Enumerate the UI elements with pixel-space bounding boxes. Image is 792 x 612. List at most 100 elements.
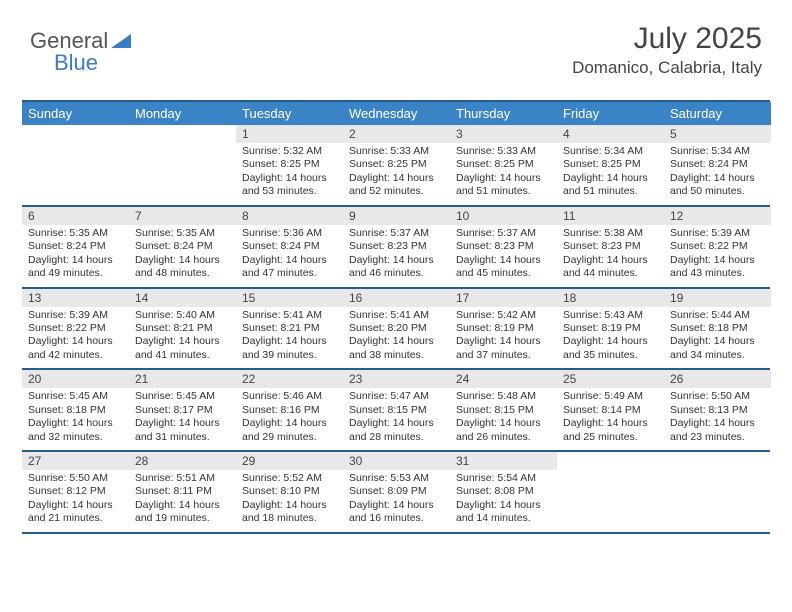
day-number: 28 (129, 452, 236, 470)
day-number: 6 (22, 207, 129, 225)
day-number: 23 (343, 370, 450, 388)
daylight-text: Daylight: 14 hours and 34 minutes. (670, 335, 765, 362)
sunrise-text: Sunrise: 5:34 AM (563, 145, 658, 158)
daylight-text: Daylight: 14 hours and 43 minutes. (670, 254, 765, 281)
day-cell: Sunrise: 5:49 AMSunset: 8:14 PMDaylight:… (557, 388, 664, 450)
daylight-text: Daylight: 14 hours and 23 minutes. (670, 417, 765, 444)
day-number: 7 (129, 207, 236, 225)
title-block: July 2025 Domanico, Calabria, Italy (572, 22, 762, 78)
day-number: 17 (450, 289, 557, 307)
sunrise-text: Sunrise: 5:46 AM (242, 390, 337, 403)
day-number: 22 (236, 370, 343, 388)
daylight-text: Daylight: 14 hours and 46 minutes. (349, 254, 444, 281)
day-number: 11 (557, 207, 664, 225)
day-cell: Sunrise: 5:53 AMSunset: 8:09 PMDaylight:… (343, 470, 450, 532)
day-number: 25 (557, 370, 664, 388)
day-number: 8 (236, 207, 343, 225)
sunrise-text: Sunrise: 5:49 AM (563, 390, 658, 403)
day-cell: Sunrise: 5:34 AMSunset: 8:24 PMDaylight:… (664, 143, 771, 205)
day-number: 4 (557, 125, 664, 143)
sunrise-text: Sunrise: 5:54 AM (456, 472, 551, 485)
sunset-text: Sunset: 8:12 PM (28, 485, 123, 498)
day-cell: Sunrise: 5:51 AMSunset: 8:11 PMDaylight:… (129, 470, 236, 532)
day-number: 16 (343, 289, 450, 307)
day-cell: Sunrise: 5:32 AMSunset: 8:25 PMDaylight:… (236, 143, 343, 205)
sunrise-text: Sunrise: 5:38 AM (563, 227, 658, 240)
day-number: 10 (450, 207, 557, 225)
day-number (129, 125, 236, 143)
sunset-text: Sunset: 8:15 PM (456, 404, 551, 417)
day-number: 21 (129, 370, 236, 388)
sunset-text: Sunset: 8:22 PM (28, 322, 123, 335)
day-cell: Sunrise: 5:34 AMSunset: 8:25 PMDaylight:… (557, 143, 664, 205)
day-number: 15 (236, 289, 343, 307)
sunset-text: Sunset: 8:25 PM (456, 158, 551, 171)
day-cell: Sunrise: 5:48 AMSunset: 8:15 PMDaylight:… (450, 388, 557, 450)
day-content-row: Sunrise: 5:32 AMSunset: 8:25 PMDaylight:… (22, 143, 770, 205)
day-number: 14 (129, 289, 236, 307)
sunset-text: Sunset: 8:24 PM (28, 240, 123, 253)
sunrise-text: Sunrise: 5:47 AM (349, 390, 444, 403)
location: Domanico, Calabria, Italy (572, 58, 762, 78)
day-cell: Sunrise: 5:43 AMSunset: 8:19 PMDaylight:… (557, 307, 664, 369)
sunset-text: Sunset: 8:09 PM (349, 485, 444, 498)
day-cell (557, 470, 664, 532)
day-number: 2 (343, 125, 450, 143)
sunset-text: Sunset: 8:16 PM (242, 404, 337, 417)
daylight-text: Daylight: 14 hours and 51 minutes. (563, 172, 658, 199)
sunrise-text: Sunrise: 5:39 AM (28, 309, 123, 322)
sunrise-text: Sunrise: 5:32 AM (242, 145, 337, 158)
sunset-text: Sunset: 8:19 PM (456, 322, 551, 335)
sunrise-text: Sunrise: 5:36 AM (242, 227, 337, 240)
calendar-week: 12345Sunrise: 5:32 AMSunset: 8:25 PMDayl… (22, 125, 770, 207)
daylight-text: Daylight: 14 hours and 48 minutes. (135, 254, 230, 281)
sunrise-text: Sunrise: 5:53 AM (349, 472, 444, 485)
day-number-row: 13141516171819 (22, 289, 770, 307)
sunset-text: Sunset: 8:25 PM (242, 158, 337, 171)
day-cell: Sunrise: 5:50 AMSunset: 8:12 PMDaylight:… (22, 470, 129, 532)
sunset-text: Sunset: 8:11 PM (135, 485, 230, 498)
month-title: July 2025 (572, 22, 762, 56)
sunset-text: Sunset: 8:23 PM (456, 240, 551, 253)
sunrise-text: Sunrise: 5:35 AM (135, 227, 230, 240)
sunset-text: Sunset: 8:24 PM (135, 240, 230, 253)
sunrise-text: Sunrise: 5:34 AM (670, 145, 765, 158)
day-cell: Sunrise: 5:35 AMSunset: 8:24 PMDaylight:… (129, 225, 236, 287)
day-cell (664, 470, 771, 532)
sunrise-text: Sunrise: 5:50 AM (670, 390, 765, 403)
day-cell: Sunrise: 5:35 AMSunset: 8:24 PMDaylight:… (22, 225, 129, 287)
day-number (22, 125, 129, 143)
sunset-text: Sunset: 8:14 PM (563, 404, 658, 417)
sunrise-text: Sunrise: 5:51 AM (135, 472, 230, 485)
day-content-row: Sunrise: 5:45 AMSunset: 8:18 PMDaylight:… (22, 388, 770, 450)
day-number-row: 12345 (22, 125, 770, 143)
day-cell: Sunrise: 5:46 AMSunset: 8:16 PMDaylight:… (236, 388, 343, 450)
daylight-text: Daylight: 14 hours and 47 minutes. (242, 254, 337, 281)
day-number: 19 (664, 289, 771, 307)
daylight-text: Daylight: 14 hours and 18 minutes. (242, 499, 337, 526)
day-cell: Sunrise: 5:37 AMSunset: 8:23 PMDaylight:… (343, 225, 450, 287)
day-header: Saturday (664, 102, 771, 125)
sunrise-text: Sunrise: 5:41 AM (349, 309, 444, 322)
daylight-text: Daylight: 14 hours and 52 minutes. (349, 172, 444, 199)
daylight-text: Daylight: 14 hours and 19 minutes. (135, 499, 230, 526)
day-header: Friday (557, 102, 664, 125)
day-number-row: 6789101112 (22, 207, 770, 225)
day-number: 24 (450, 370, 557, 388)
calendar-week: 13141516171819Sunrise: 5:39 AMSunset: 8:… (22, 289, 770, 371)
day-cell: Sunrise: 5:50 AMSunset: 8:13 PMDaylight:… (664, 388, 771, 450)
day-cell: Sunrise: 5:47 AMSunset: 8:15 PMDaylight:… (343, 388, 450, 450)
day-cell: Sunrise: 5:37 AMSunset: 8:23 PMDaylight:… (450, 225, 557, 287)
day-cell: Sunrise: 5:39 AMSunset: 8:22 PMDaylight:… (664, 225, 771, 287)
daylight-text: Daylight: 14 hours and 51 minutes. (456, 172, 551, 199)
daylight-text: Daylight: 14 hours and 41 minutes. (135, 335, 230, 362)
daylight-text: Daylight: 14 hours and 16 minutes. (349, 499, 444, 526)
sunset-text: Sunset: 8:24 PM (670, 158, 765, 171)
sunrise-text: Sunrise: 5:44 AM (670, 309, 765, 322)
daylight-text: Daylight: 14 hours and 35 minutes. (563, 335, 658, 362)
day-header: Monday (129, 102, 236, 125)
day-number: 13 (22, 289, 129, 307)
sunset-text: Sunset: 8:18 PM (670, 322, 765, 335)
day-cell: Sunrise: 5:38 AMSunset: 8:23 PMDaylight:… (557, 225, 664, 287)
day-header: Wednesday (343, 102, 450, 125)
